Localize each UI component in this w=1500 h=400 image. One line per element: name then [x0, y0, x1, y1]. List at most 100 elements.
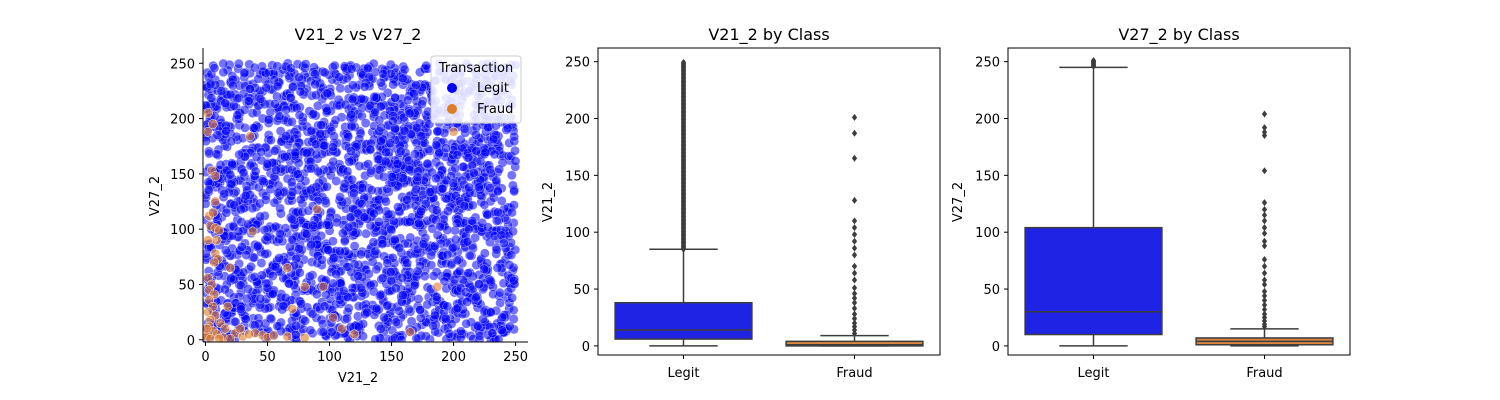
- fraud-point: [203, 235, 213, 246]
- legit-point: [409, 280, 420, 291]
- legit-point: [394, 306, 405, 316]
- fraud-point: [208, 207, 218, 218]
- fraud-point: [282, 331, 293, 342]
- legit-point: [356, 93, 367, 104]
- legit-point: [487, 328, 498, 339]
- legit-point: [471, 146, 482, 156]
- legit-point: [431, 140, 442, 150]
- fraud-point: [210, 171, 221, 181]
- legit-point: [240, 190, 251, 201]
- legit-point: [234, 149, 245, 160]
- legit-point: [220, 284, 230, 295]
- legit-point: [329, 131, 339, 142]
- legit-point: [371, 303, 382, 314]
- legit-point: [319, 140, 330, 151]
- legit-point: [215, 160, 226, 170]
- legit-point: [375, 289, 386, 300]
- legit-point: [250, 166, 261, 177]
- outlier-marker: [1261, 287, 1268, 295]
- outlier-marker: [1261, 255, 1268, 263]
- outlier-marker: [1090, 57, 1097, 65]
- legit-point: [312, 289, 322, 300]
- fraud-point: [225, 333, 236, 342]
- legend-title: Transaction: [438, 61, 513, 76]
- legit-point: [225, 169, 236, 180]
- legit-point: [412, 172, 423, 183]
- legit-point: [203, 198, 211, 209]
- legit-point: [368, 237, 379, 248]
- legit-point: [291, 320, 301, 331]
- y-axis-label: V27_2: [951, 182, 966, 222]
- outlier-marker: [851, 230, 858, 238]
- legit-point: [386, 224, 396, 235]
- legit-point: [471, 292, 481, 303]
- legit-point: [261, 278, 272, 289]
- legit-point: [460, 287, 471, 297]
- legit-point: [219, 188, 230, 199]
- outlier-marker: [1261, 217, 1268, 225]
- legit-point: [295, 194, 306, 205]
- legit-point: [491, 216, 502, 226]
- legit-point: [462, 236, 473, 247]
- legit-point: [290, 147, 301, 158]
- fraud-point: [312, 204, 322, 215]
- y-tick-label: 200: [565, 112, 590, 127]
- legit-point: [343, 303, 354, 314]
- legit-point: [249, 62, 260, 73]
- legit-point: [366, 165, 377, 176]
- x-tick-label: 0: [201, 350, 209, 365]
- legit-point: [272, 61, 283, 72]
- legit-point: [312, 100, 323, 111]
- legit-point: [331, 217, 342, 228]
- outlier-marker: [851, 329, 858, 337]
- fraud-point: [328, 312, 339, 323]
- y-tick-label: 250: [565, 56, 590, 71]
- legit-point: [226, 179, 237, 190]
- outlier-marker: [851, 262, 858, 270]
- legit-point: [402, 95, 413, 106]
- legit-point: [323, 245, 334, 255]
- legit-point: [262, 232, 273, 242]
- legit-point: [335, 192, 345, 202]
- legit-point: [335, 246, 345, 257]
- legit-point: [230, 316, 241, 327]
- legit-point: [489, 149, 500, 160]
- outlier-marker: [851, 284, 858, 292]
- legit-point: [504, 260, 515, 270]
- legit-point: [464, 182, 474, 193]
- legit-point: [240, 122, 250, 133]
- plot-frame: [597, 47, 941, 356]
- legit-point: [426, 260, 437, 270]
- legit-point: [209, 63, 220, 73]
- legit-point: [228, 80, 238, 91]
- legit-point: [508, 305, 519, 315]
- legit-point: [389, 234, 400, 245]
- fraud-point: [208, 119, 218, 129]
- plot-frame: [1007, 47, 1351, 356]
- legit-point: [422, 299, 433, 310]
- legit-point: [361, 228, 371, 239]
- fraud-point: [318, 281, 329, 292]
- legend-marker-legit: [447, 83, 457, 93]
- legend: Transaction Legit Fraud: [430, 55, 522, 124]
- legit-point: [310, 69, 320, 80]
- legit-point: [306, 163, 316, 174]
- legit-point: [255, 94, 266, 104]
- legit-point: [328, 156, 339, 167]
- legit-point: [319, 67, 330, 78]
- legit-point: [375, 324, 386, 334]
- legit-point: [444, 329, 455, 339]
- legit-point: [378, 68, 388, 79]
- legit-point: [463, 268, 474, 279]
- outlier-marker: [1261, 242, 1268, 250]
- box-elements: [614, 58, 924, 347]
- outlier-marker: [851, 299, 858, 307]
- legit-point: [263, 115, 274, 125]
- outlier-marker: [1261, 224, 1268, 232]
- legit-point: [319, 301, 330, 312]
- legit-point: [380, 156, 391, 167]
- y-tick-label: 0: [187, 334, 195, 349]
- legit-point: [497, 312, 508, 323]
- outlier-marker: [1261, 276, 1268, 284]
